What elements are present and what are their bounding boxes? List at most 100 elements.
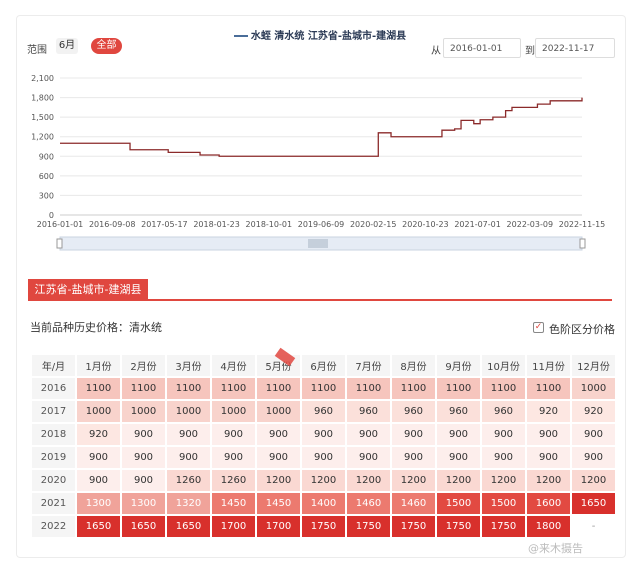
price-cell: 1750 [345,514,392,539]
table-row: 2016 1100 1100 1100 1100 1100 1100 1100 1100 1100… [30,376,617,401]
header-month: 8月份 [390,353,437,378]
price-cell: 900 [210,445,257,470]
region-tab[interactable]: 江苏省-盐城市-建湖县 [28,279,148,301]
price-cell: 1100 [345,376,392,401]
price-cell: 1600 [525,491,572,516]
price-cell: 900 [120,422,167,447]
price-cell: 960 [300,399,347,424]
row-year-label: 2022 [30,514,77,539]
price-cell: 1750 [480,514,527,539]
y-tick-label: 1,200 [31,133,54,142]
price-cell: 1100 [255,376,302,401]
price-cell: 900 [345,422,392,447]
y-tick-label: 900 [39,152,54,161]
navigator-left-handle [56,238,63,249]
price-cell: 900 [525,445,572,470]
price-cell: 900 [255,445,302,470]
navigator-right-handle [579,238,586,249]
price-cell: 1320 [165,491,212,516]
x-tick-label: 2018-01-23 [193,220,240,229]
price-cell: 900 [435,422,482,447]
price-cell: 1800 [525,514,572,539]
range-6m-button[interactable]: 6月 [56,38,78,54]
region-tab-underline [28,299,612,301]
price-cell: 1260 [165,468,212,493]
price-cell: 900 [345,445,392,470]
price-cell: 900 [480,445,527,470]
price-cell: 1300 [120,491,167,516]
price-cell: 1300 [75,491,122,516]
price-cell: 1200 [255,468,302,493]
header-month: 2月份 [120,353,167,378]
price-cell: 1100 [300,376,347,401]
header-month: 12月份 [570,353,617,378]
price-cell: 900 [480,422,527,447]
price-cell: 1000 [120,399,167,424]
row-year-label: 2019 [30,445,77,470]
price-cell: 1650 [570,491,617,516]
to-date-input[interactable]: 2022-11-17 [535,38,615,58]
color-scale-checkbox[interactable]: ✓ [533,322,544,333]
price-cell: 1650 [165,514,212,539]
y-tick-label: 2,100 [31,74,54,83]
price-cell: 960 [390,399,437,424]
price-cell: 900 [75,445,122,470]
y-tick-label: 600 [39,172,54,181]
price-cell: 1500 [435,491,482,516]
price-cell: 920 [570,399,617,424]
table-row: 2018 920 900 900 900 900 900 900 900 900 900 900 900 [30,422,617,447]
price-cell: 960 [345,399,392,424]
price-cell: 920 [525,399,572,424]
price-cell: 1450 [255,491,302,516]
x-tick-label: 2017-05-17 [141,220,188,229]
x-tick-label: 2018-10-01 [246,220,293,229]
price-cell: 1650 [75,514,122,539]
row-year-label: 2017 [30,399,77,424]
price-line-chart: 0 300 600 900 1,200 1,500 1,800 2,100 2016-01-01… [31,74,606,251]
price-cell: 1000 [75,399,122,424]
color-scale-label: 色阶区分价格 [549,323,615,336]
price-cell: 900 [255,422,302,447]
price-cell: 920 [75,422,122,447]
price-cell: 900 [300,445,347,470]
to-label: 到 [525,46,535,57]
price-cell: 900 [165,445,212,470]
row-year-label: 2021 [30,491,77,516]
x-tick-label: 2022-11-15 [559,220,606,229]
header-month: 1月份 [75,353,122,378]
price-cell: 1100 [525,376,572,401]
navigator-scroll-thumb [308,239,328,248]
header-month: 4月份 [210,353,257,378]
price-cell: 900 [120,468,167,493]
table-row: 2019 900 900 900 900 900 900 900 900 900 900 900 900 [30,445,617,470]
price-cell: 1400 [300,491,347,516]
price-cell: 1200 [345,468,392,493]
x-tick-label: 2021-07-01 [454,220,501,229]
price-table: 年/月 1月份 2月份 3月份 4月份 5月份 6月份 7月份 8月份 9月份 10月份 11月份 12… [30,353,617,539]
price-cell: 1200 [300,468,347,493]
price-cell: 1200 [435,468,482,493]
watermark: @来木摄告 [528,542,583,555]
price-cell: 1100 [210,376,257,401]
price-cell: 1100 [75,376,122,401]
price-cell: 1750 [390,514,437,539]
history-price-label: 当前品种历史价格：清水统 [30,321,162,334]
table-row: 2021 1300 1300 1320 1450 1450 1400 1460 1460 1500… [30,491,617,516]
x-tick-label: 2022-03-09 [507,220,554,229]
y-tick-label: 1,500 [31,113,54,122]
from-date-input[interactable]: 2016-01-01 [443,38,521,58]
range-all-button[interactable]: 全部 [91,38,122,54]
price-series-line [60,97,583,157]
price-cell: 1650 [120,514,167,539]
price-cell: 1000 [210,399,257,424]
header-month: 10月份 [480,353,527,378]
price-cell: 900 [570,445,617,470]
chart-legend[interactable]: 水蛭 清水统 江苏省-盐城市-建湖县 [0,27,640,42]
price-cell: 1100 [120,376,167,401]
header-month: 3月份 [165,353,212,378]
price-cell: 1260 [210,468,257,493]
price-cell: 1450 [210,491,257,516]
price-cell: 900 [300,422,347,447]
price-cell: 900 [435,445,482,470]
price-cell: 1200 [390,468,437,493]
